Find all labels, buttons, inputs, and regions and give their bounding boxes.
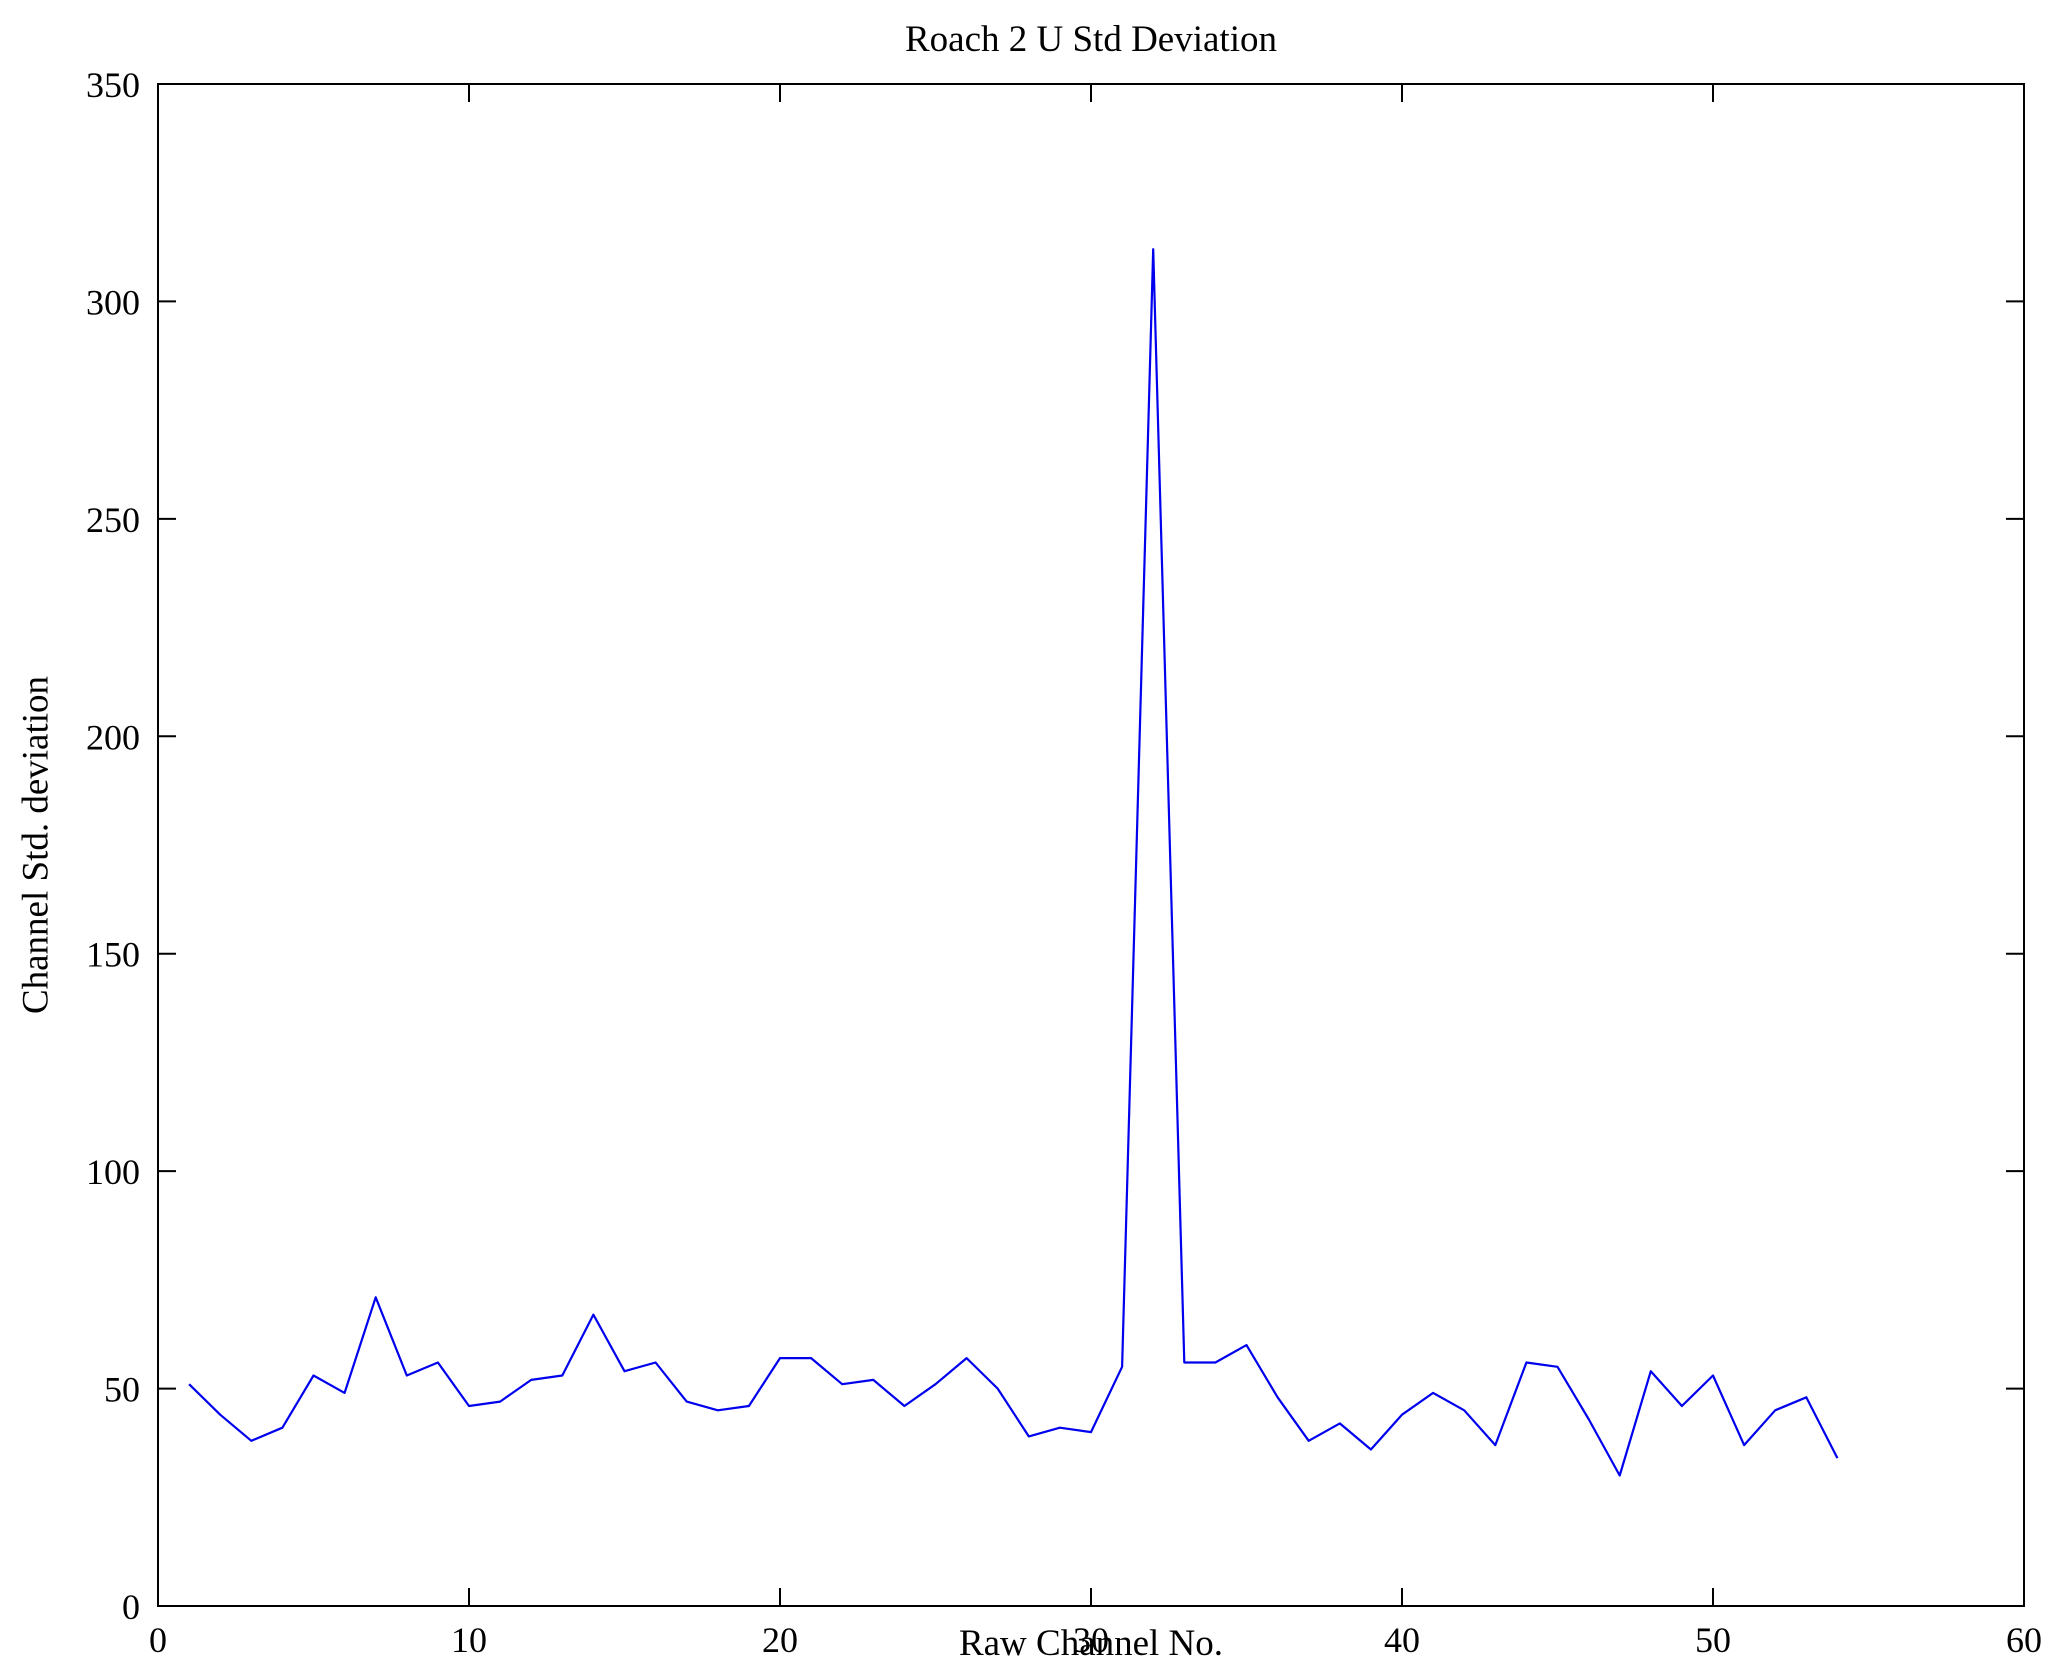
svg-text:0: 0: [122, 1587, 140, 1627]
svg-text:100: 100: [86, 1152, 140, 1192]
x-axis-label: Raw Channel No.: [958, 1623, 1224, 1664]
svg-text:150: 150: [86, 935, 140, 975]
svg-text:50: 50: [1695, 1620, 1731, 1660]
svg-text:60: 60: [2006, 1620, 2042, 1660]
chart-title: Roach 2 U Std Deviation: [904, 19, 1277, 60]
svg-text:300: 300: [86, 282, 140, 322]
svg-text:50: 50: [104, 1370, 140, 1410]
svg-text:30: 30: [1073, 1620, 1109, 1660]
svg-text:200: 200: [86, 717, 140, 757]
svg-text:0: 0: [149, 1620, 167, 1660]
svg-text:10: 10: [451, 1620, 487, 1660]
svg-text:20: 20: [762, 1620, 798, 1660]
svg-text:40: 40: [1384, 1620, 1420, 1660]
svg-text:350: 350: [86, 65, 140, 105]
svg-text:250: 250: [86, 500, 140, 540]
